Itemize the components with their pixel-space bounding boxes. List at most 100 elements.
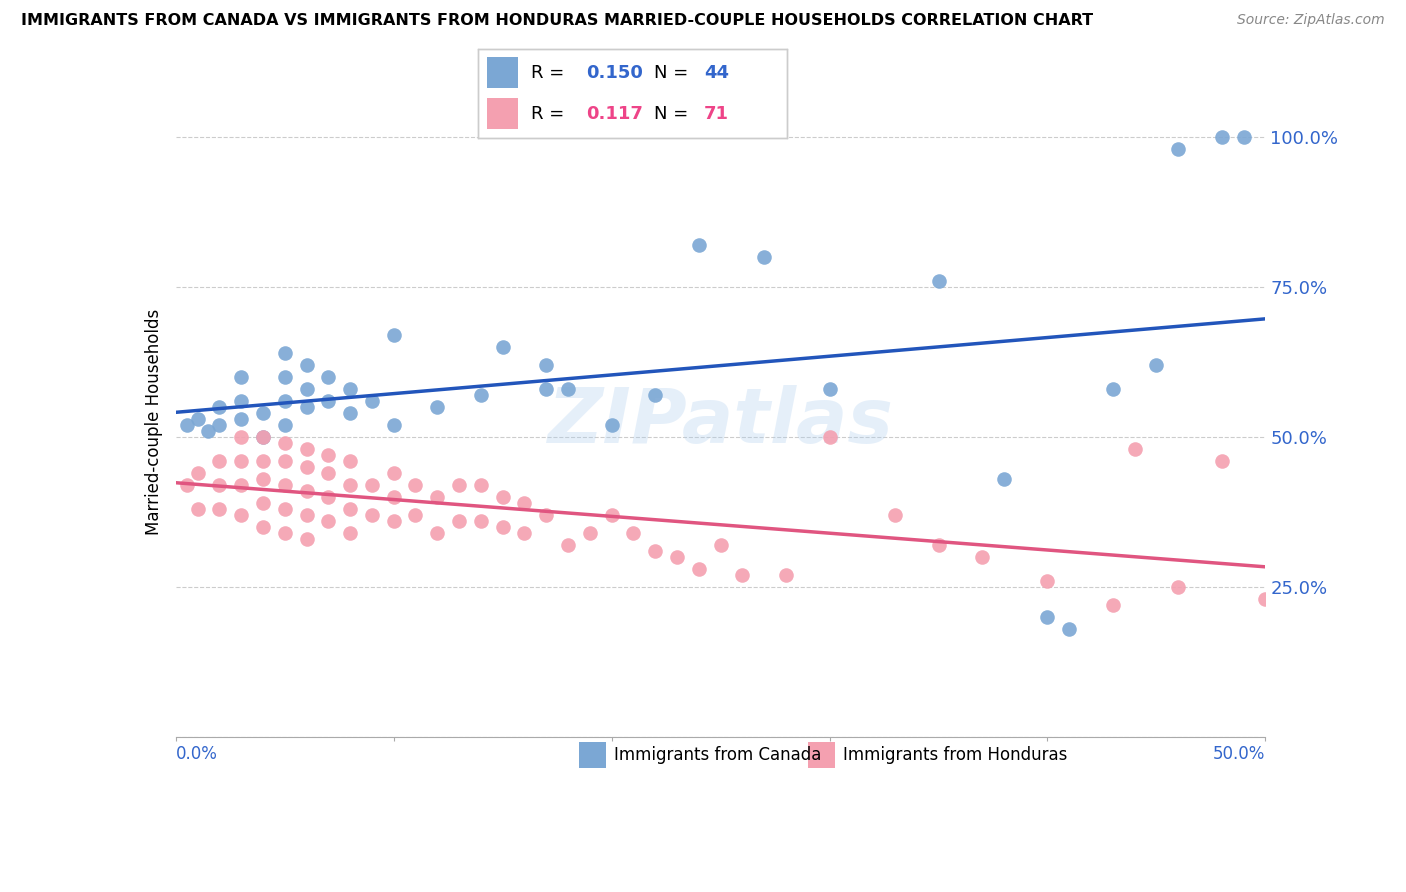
Point [295, 459, 318, 474]
Text: Source: ZipAtlas.com: Source: ZipAtlas.com [1237, 13, 1385, 28]
Point [252, 496, 274, 510]
Point [208, 454, 231, 468]
Point [1102, 598, 1125, 612]
Point [339, 406, 361, 420]
Point [295, 508, 318, 522]
Point [274, 501, 297, 516]
Point [186, 412, 209, 426]
Point [176, 478, 198, 492]
Point [274, 435, 297, 450]
Point [339, 382, 361, 396]
Point [405, 478, 427, 492]
Point [470, 514, 492, 528]
Point [295, 442, 318, 456]
Point [231, 393, 253, 408]
Point [231, 430, 253, 444]
Point [688, 238, 710, 252]
Point [928, 274, 950, 288]
Point [382, 466, 405, 480]
Point [666, 549, 689, 564]
Text: R =: R = [530, 104, 569, 123]
Bar [579, 742, 606, 768]
Point [644, 543, 666, 558]
Text: 0.117: 0.117 [586, 104, 643, 123]
Point [447, 478, 470, 492]
Point [557, 538, 579, 552]
Bar [488, 57, 519, 88]
Point [295, 358, 318, 372]
Point [426, 490, 449, 504]
Point [621, 525, 644, 540]
Point [928, 538, 950, 552]
Point [186, 466, 209, 480]
Point [252, 472, 274, 486]
Point [208, 501, 231, 516]
Point [688, 562, 710, 576]
Point [231, 454, 253, 468]
Point [295, 532, 318, 546]
Point [600, 417, 623, 432]
Point [318, 490, 340, 504]
Point [208, 478, 231, 492]
Point [186, 501, 209, 516]
Point [993, 472, 1015, 486]
Point [1144, 358, 1167, 372]
Point [360, 478, 382, 492]
Point [470, 478, 492, 492]
Point [339, 525, 361, 540]
Point [197, 424, 219, 438]
Point [1057, 622, 1080, 636]
Point [360, 393, 382, 408]
Point [710, 538, 733, 552]
Point [644, 388, 666, 402]
Point [339, 501, 361, 516]
Text: R =: R = [530, 63, 569, 82]
Point [231, 412, 253, 426]
Point [318, 448, 340, 462]
Point [318, 466, 340, 480]
Point [360, 508, 382, 522]
Y-axis label: Married-couple Households: Married-couple Households [145, 309, 163, 535]
Point [318, 369, 340, 384]
Bar [488, 98, 519, 129]
Point [252, 520, 274, 534]
Point [1102, 382, 1125, 396]
Point [775, 567, 797, 582]
Point [231, 369, 253, 384]
Point [579, 525, 602, 540]
Point [754, 250, 776, 264]
Text: 0.150: 0.150 [586, 63, 643, 82]
Point [470, 388, 492, 402]
Point [208, 417, 231, 432]
Point [382, 327, 405, 342]
Point [818, 430, 841, 444]
Text: N =: N = [654, 63, 695, 82]
Text: 71: 71 [704, 104, 728, 123]
Point [295, 382, 318, 396]
Point [382, 490, 405, 504]
Point [534, 358, 557, 372]
Point [252, 454, 274, 468]
Point [1167, 142, 1189, 156]
Point [1036, 609, 1059, 624]
Point [1211, 454, 1233, 468]
Text: 44: 44 [704, 63, 728, 82]
Point [884, 508, 907, 522]
Point [534, 382, 557, 396]
Point [295, 483, 318, 498]
Point [1036, 574, 1059, 588]
Text: N =: N = [654, 104, 695, 123]
Point [252, 430, 274, 444]
Point [600, 508, 623, 522]
Point [274, 478, 297, 492]
Point [405, 508, 427, 522]
Point [492, 520, 515, 534]
Point [252, 430, 274, 444]
Point [818, 382, 841, 396]
Point [1167, 580, 1189, 594]
Point [447, 514, 470, 528]
Text: IMMIGRANTS FROM CANADA VS IMMIGRANTS FROM HONDURAS MARRIED-COUPLE HOUSEHOLDS COR: IMMIGRANTS FROM CANADA VS IMMIGRANTS FRO… [21, 13, 1094, 29]
Point [274, 417, 297, 432]
Point [557, 382, 579, 396]
Point [274, 454, 297, 468]
